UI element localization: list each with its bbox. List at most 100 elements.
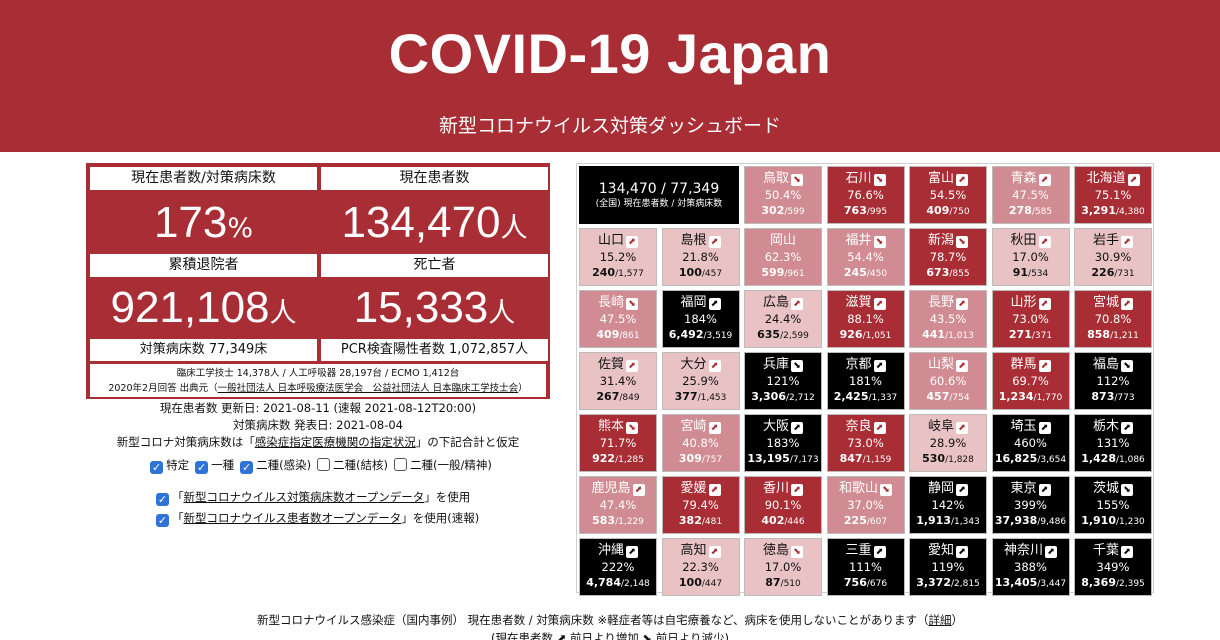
bed-type-checkbox[interactable]	[394, 458, 408, 471]
prefecture-cell[interactable]: 広島 ⬈ 24.4% 635/2,599	[744, 290, 822, 348]
prefecture-cell[interactable]: 岩手 ⬈ 30.9% 226/731	[1074, 228, 1152, 286]
prefecture-cell[interactable]: 富山 ⬈ 54.5% 409/750	[909, 166, 987, 224]
trend-up-icon: ⬈	[1038, 236, 1051, 248]
prefecture-cell[interactable]: 京都 ⬈ 181% 2,425/1,337	[826, 352, 905, 410]
bed-type-checkbox[interactable]	[317, 458, 331, 471]
bed-type-checkbox[interactable]: ✓	[195, 461, 209, 474]
prefecture-cell[interactable]: 石川 ⬊ 76.6% 763/995	[826, 166, 905, 224]
patient-count: 402	[761, 514, 785, 527]
prefecture-name-row: 群馬 ⬈	[993, 357, 1069, 373]
prefecture-cell[interactable]: 鳥取 ⬊ 50.4% 302/599	[744, 166, 822, 224]
bed-type-checkbox[interactable]: ✓	[150, 461, 164, 474]
occupancy-rate: 388%	[1014, 560, 1047, 574]
prefecture-cell[interactable]: 長野 ⬈ 43.5% 441/1,013	[909, 290, 987, 348]
trend-up-icon: ⬈	[791, 298, 803, 310]
prefecture-cell[interactable]: 長崎 ⬊ 47.5% 409/861	[579, 290, 657, 348]
source-link[interactable]: 一般社団法人 日本呼吸療法医学会 公益社団法人 日本臨床工学技士会	[217, 383, 519, 394]
bed-count: /446	[784, 517, 805, 527]
bed-count: /1,230	[1115, 517, 1145, 527]
patient-count: 271	[1008, 328, 1032, 341]
bed-count: /2,712	[785, 393, 815, 403]
prefecture-cell[interactable]: 愛知 ⬈ 119% 3,372/2,815	[909, 538, 987, 596]
prefecture-cell[interactable]: 岐阜 ⬈ 28.9% 530/1,828	[909, 414, 987, 472]
bed-count: /757	[701, 455, 723, 465]
prefecture-name: 宮崎	[680, 419, 707, 434]
patient-count: 409	[596, 328, 620, 341]
prefecture-cell[interactable]: 福島 ⬊ 112% 873/773	[1074, 352, 1152, 410]
prefecture-cell[interactable]: 山梨 ⬈ 60.6% 457/754	[909, 352, 987, 410]
prefecture-name-row: 神奈川 ⬈	[993, 543, 1069, 559]
prefecture-cell[interactable]: 鹿児島 ⬈ 47.4% 583/1,229	[579, 476, 657, 534]
prefecture-cell[interactable]: 宮崎 ⬈ 40.8% 309/757	[661, 414, 740, 472]
prefecture-cell[interactable]: 福井 ⬊ 54.4% 245/450	[826, 228, 905, 286]
prefecture-cell[interactable]: 大分 ⬈ 25.9% 377/1,453	[661, 352, 740, 410]
trend-up-icon: ⬈	[1121, 236, 1133, 248]
prefecture-cell[interactable]: 新潟 ⬊ 78.7% 673/855	[909, 228, 987, 286]
prefecture-cell[interactable]: 奈良 ⬈ 73.0% 847/1,159	[826, 414, 905, 472]
prefecture-cell[interactable]: 神奈川 ⬈ 388% 13,405/3,447	[991, 538, 1070, 596]
prefecture-cell[interactable]: 栃木 ⬈ 131% 1,428/1,086	[1074, 414, 1152, 472]
prefecture-cell[interactable]: 群馬 ⬈ 69.7% 1,234/1,770	[991, 352, 1070, 410]
prefecture-cell[interactable]: 青森 ⬈ 47.5% 278/585	[991, 166, 1070, 224]
occupancy-number: 173	[153, 198, 228, 247]
opt2-suffix: 」を使用(速報)	[401, 511, 480, 525]
prefecture-cell[interactable]: 山口 ⬈ 15.2% 240/1,577	[579, 228, 657, 286]
prefecture-cell[interactable]: 宮城 ⬈ 70.8% 858/1,211	[1074, 290, 1152, 348]
prefecture-name-row: 埼玉 ⬈	[993, 419, 1069, 435]
bed-count: /481	[701, 517, 723, 527]
prefecture-cell[interactable]: 北海道 ⬈ 75.1% 3,291/4,380	[1074, 166, 1152, 224]
prefecture-name-row: 茨城 ⬊	[1075, 481, 1151, 497]
prefecture-cell[interactable]: 東京 ⬈ 399% 37,938/9,486	[991, 476, 1070, 534]
bed-count: /2,395	[1115, 579, 1145, 589]
prefecture-cell[interactable]: 埼玉 ⬈ 460% 16,825/3,654	[991, 414, 1070, 472]
beds-opendata-option[interactable]: ✓ 「新型コロナウイルス対策病床数オープンデータ」を使用	[150, 488, 470, 506]
patients-opendata-checkbox[interactable]: ✓	[156, 514, 169, 527]
prefecture-name-row: 秋田 ⬈	[993, 233, 1069, 249]
trend-up-icon: ⬈	[632, 484, 645, 496]
prefecture-cell[interactable]: 茨城 ⬊ 155% 1,910/1,230	[1074, 476, 1152, 534]
prefecture-name: 滋賀	[845, 295, 872, 310]
prefecture-cell[interactable]: 山形 ⬈ 73.0% 271/371	[991, 290, 1070, 348]
bed-type-checkbox[interactable]: ✓	[240, 461, 254, 474]
patients-beds: 225/607	[828, 514, 904, 529]
beds-opendata-checkbox[interactable]: ✓	[156, 493, 169, 506]
bed-count: /4,380	[1115, 207, 1145, 217]
patient-count: 278	[1008, 204, 1032, 217]
prefecture-cell[interactable]: 佐賀 ⬈ 31.4% 267/849	[579, 352, 657, 410]
prefecture-cell[interactable]: 沖縄 ⬈ 222% 4,784/2,148	[579, 538, 657, 596]
trend-up-icon: ⬈	[956, 422, 968, 434]
prefecture-cell[interactable]: 秋田 ⬈ 17.0% 91/534	[991, 228, 1070, 286]
prefecture-name-row: 広島 ⬈	[745, 295, 821, 311]
prefecture-cell[interactable]: 静岡 ⬈ 142% 1,913/1,343	[909, 476, 987, 534]
patients-beds: 409/750	[910, 204, 986, 219]
prefecture-cell[interactable]: 大阪 ⬈ 183% 13,195/7,173	[744, 414, 822, 472]
trend-up-icon: ⬈	[956, 298, 968, 310]
patients-beds: 382/481	[663, 514, 739, 529]
occupancy-rate: 50.4%	[764, 188, 802, 202]
prefecture-cell[interactable]: 島根 ⬈ 21.8% 100/457	[661, 228, 740, 286]
prefecture-cell[interactable]: 和歌山 ⬊ 37.0% 225/607	[826, 476, 905, 534]
bed-count: /1,229	[615, 517, 644, 527]
prefecture-cell[interactable]: 徳島 ⬊ 17.0% 87/510	[744, 538, 822, 596]
prefecture-cell[interactable]: 岡山 62.3% 599/961	[744, 228, 822, 286]
trend-up-icon: ⬈	[708, 546, 721, 558]
prefecture-cell[interactable]: 千葉 ⬈ 349% 8,369/2,395	[1074, 538, 1152, 596]
trend-down-icon: ⬊	[791, 546, 803, 558]
prefecture-cell[interactable]: 高知 ⬈ 22.3% 100/447	[661, 538, 740, 596]
patients-opendata-option[interactable]: ✓ 「新型コロナウイルス患者数オープンデータ」を使用(速報)	[150, 509, 479, 527]
prefecture-cell[interactable]: 香川 ⬈ 90.1% 402/446	[744, 476, 822, 534]
trend-up-icon: ⬈	[1121, 546, 1133, 558]
details-link[interactable]: 詳細	[928, 613, 952, 627]
prefecture-cell[interactable]: 愛媛 ⬈ 79.4% 382/481	[661, 476, 740, 534]
prefecture-cell[interactable]: 熊本 ⬊ 71.7% 922/1,285	[579, 414, 657, 472]
prefecture-cell[interactable]: 三重 ⬈ 111% 756/676	[826, 538, 905, 596]
prefecture-name-row: 島根 ⬈	[663, 233, 739, 249]
designation-link[interactable]: 感染症指定医療機関の指定状況	[254, 435, 416, 449]
beds-opendata-link[interactable]: 新型コロナウイルス対策病床数オープンデータ	[183, 490, 425, 504]
occupancy-unit: %	[227, 213, 254, 244]
prefecture-cell[interactable]: 滋賀 ⬈ 88.1% 926/1,051	[826, 290, 905, 348]
prefecture-cell[interactable]: 福岡 ⬈ 184% 6,492/3,519	[661, 290, 740, 348]
prefecture-cell[interactable]: 兵庫 ⬊ 121% 3,306/2,712	[744, 352, 822, 410]
patient-count: 1,428	[1081, 452, 1116, 465]
patients-opendata-link[interactable]: 新型コロナウイルス患者数オープンデータ	[183, 511, 402, 525]
